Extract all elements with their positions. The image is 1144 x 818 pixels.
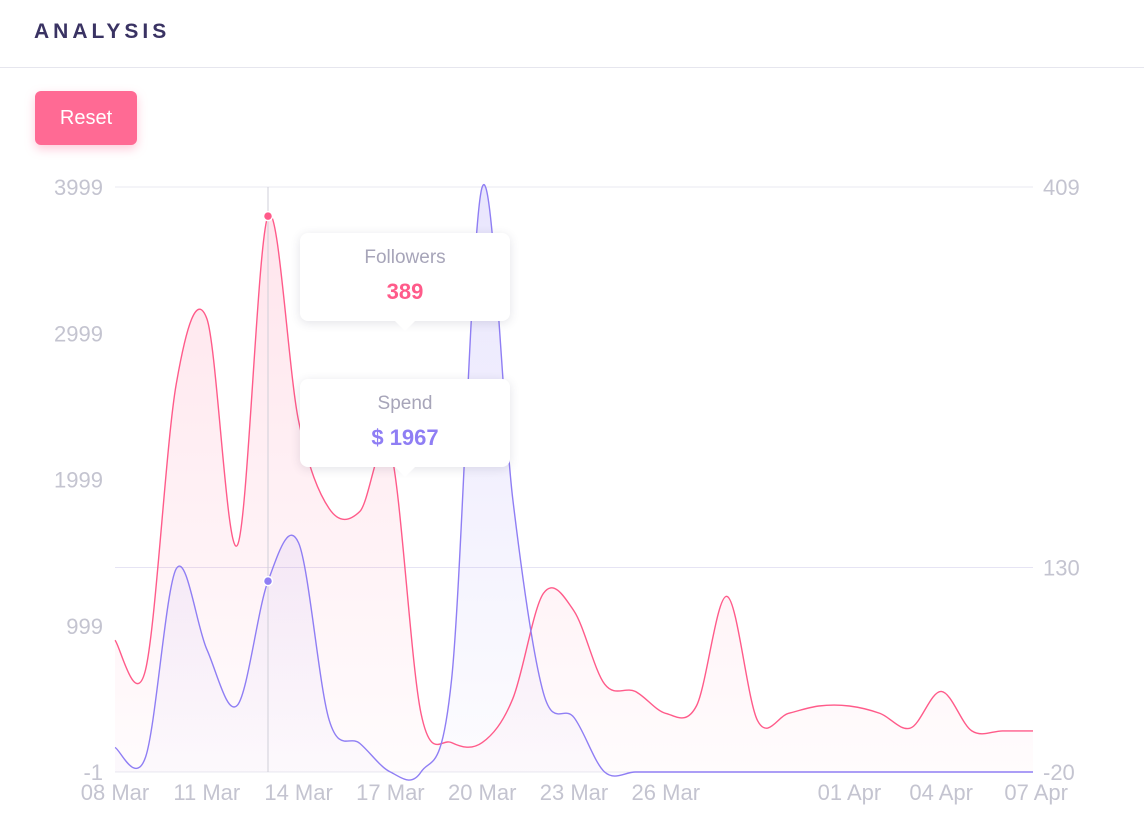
followers-tooltip: Followers 389	[300, 233, 510, 331]
y-left-tick: 1999	[54, 468, 103, 493]
x-tick: 01 Apr	[818, 780, 882, 805]
header-bar: ANALYSIS	[0, 0, 1144, 68]
x-tick: 23 Mar	[540, 780, 608, 805]
y-left-tick: -1	[83, 760, 103, 785]
y-left-tick: 2999	[54, 321, 103, 346]
y-left-tick: 999	[66, 614, 103, 639]
page-title: ANALYSIS	[34, 20, 171, 43]
followers-marker	[262, 210, 274, 222]
spend-area	[115, 184, 1033, 781]
hover-layer	[262, 187, 274, 772]
y-left-tick: 3999	[54, 175, 103, 200]
x-tick: 07 Apr	[1004, 780, 1068, 805]
y-right-tick: -20	[1043, 760, 1075, 785]
followers-tooltip-label: Followers	[364, 247, 446, 268]
spend-tooltip: Spend $ 1967	[300, 379, 510, 477]
ticks-layer: 3999 2999 1999 999 -1 409 130 -20 08 Mar 11 Mar 14…	[54, 175, 1080, 805]
x-tick: 20 Mar	[448, 780, 516, 805]
x-tick: 04 Apr	[909, 780, 973, 805]
x-tick: 11 Mar	[173, 780, 240, 805]
x-tick: 26 Mar	[632, 780, 700, 805]
x-tick: 14 Mar	[264, 780, 332, 805]
followers-area	[115, 214, 1033, 773]
x-tick: 08 Mar	[81, 780, 149, 805]
followers-line	[114, 213, 1033, 748]
y-right-tick: 409	[1043, 175, 1080, 200]
spend-tooltip-value: $ 1967	[371, 425, 439, 450]
y-right-tick: 130	[1043, 555, 1080, 580]
reset-button[interactable]: Reset	[35, 91, 137, 145]
followers-tooltip-value: 389	[386, 279, 424, 304]
spend-marker	[262, 575, 274, 587]
spend-tooltip-label: Spend	[377, 393, 433, 414]
area-layer	[115, 184, 1033, 781]
x-tick: 17 Mar	[356, 780, 424, 805]
